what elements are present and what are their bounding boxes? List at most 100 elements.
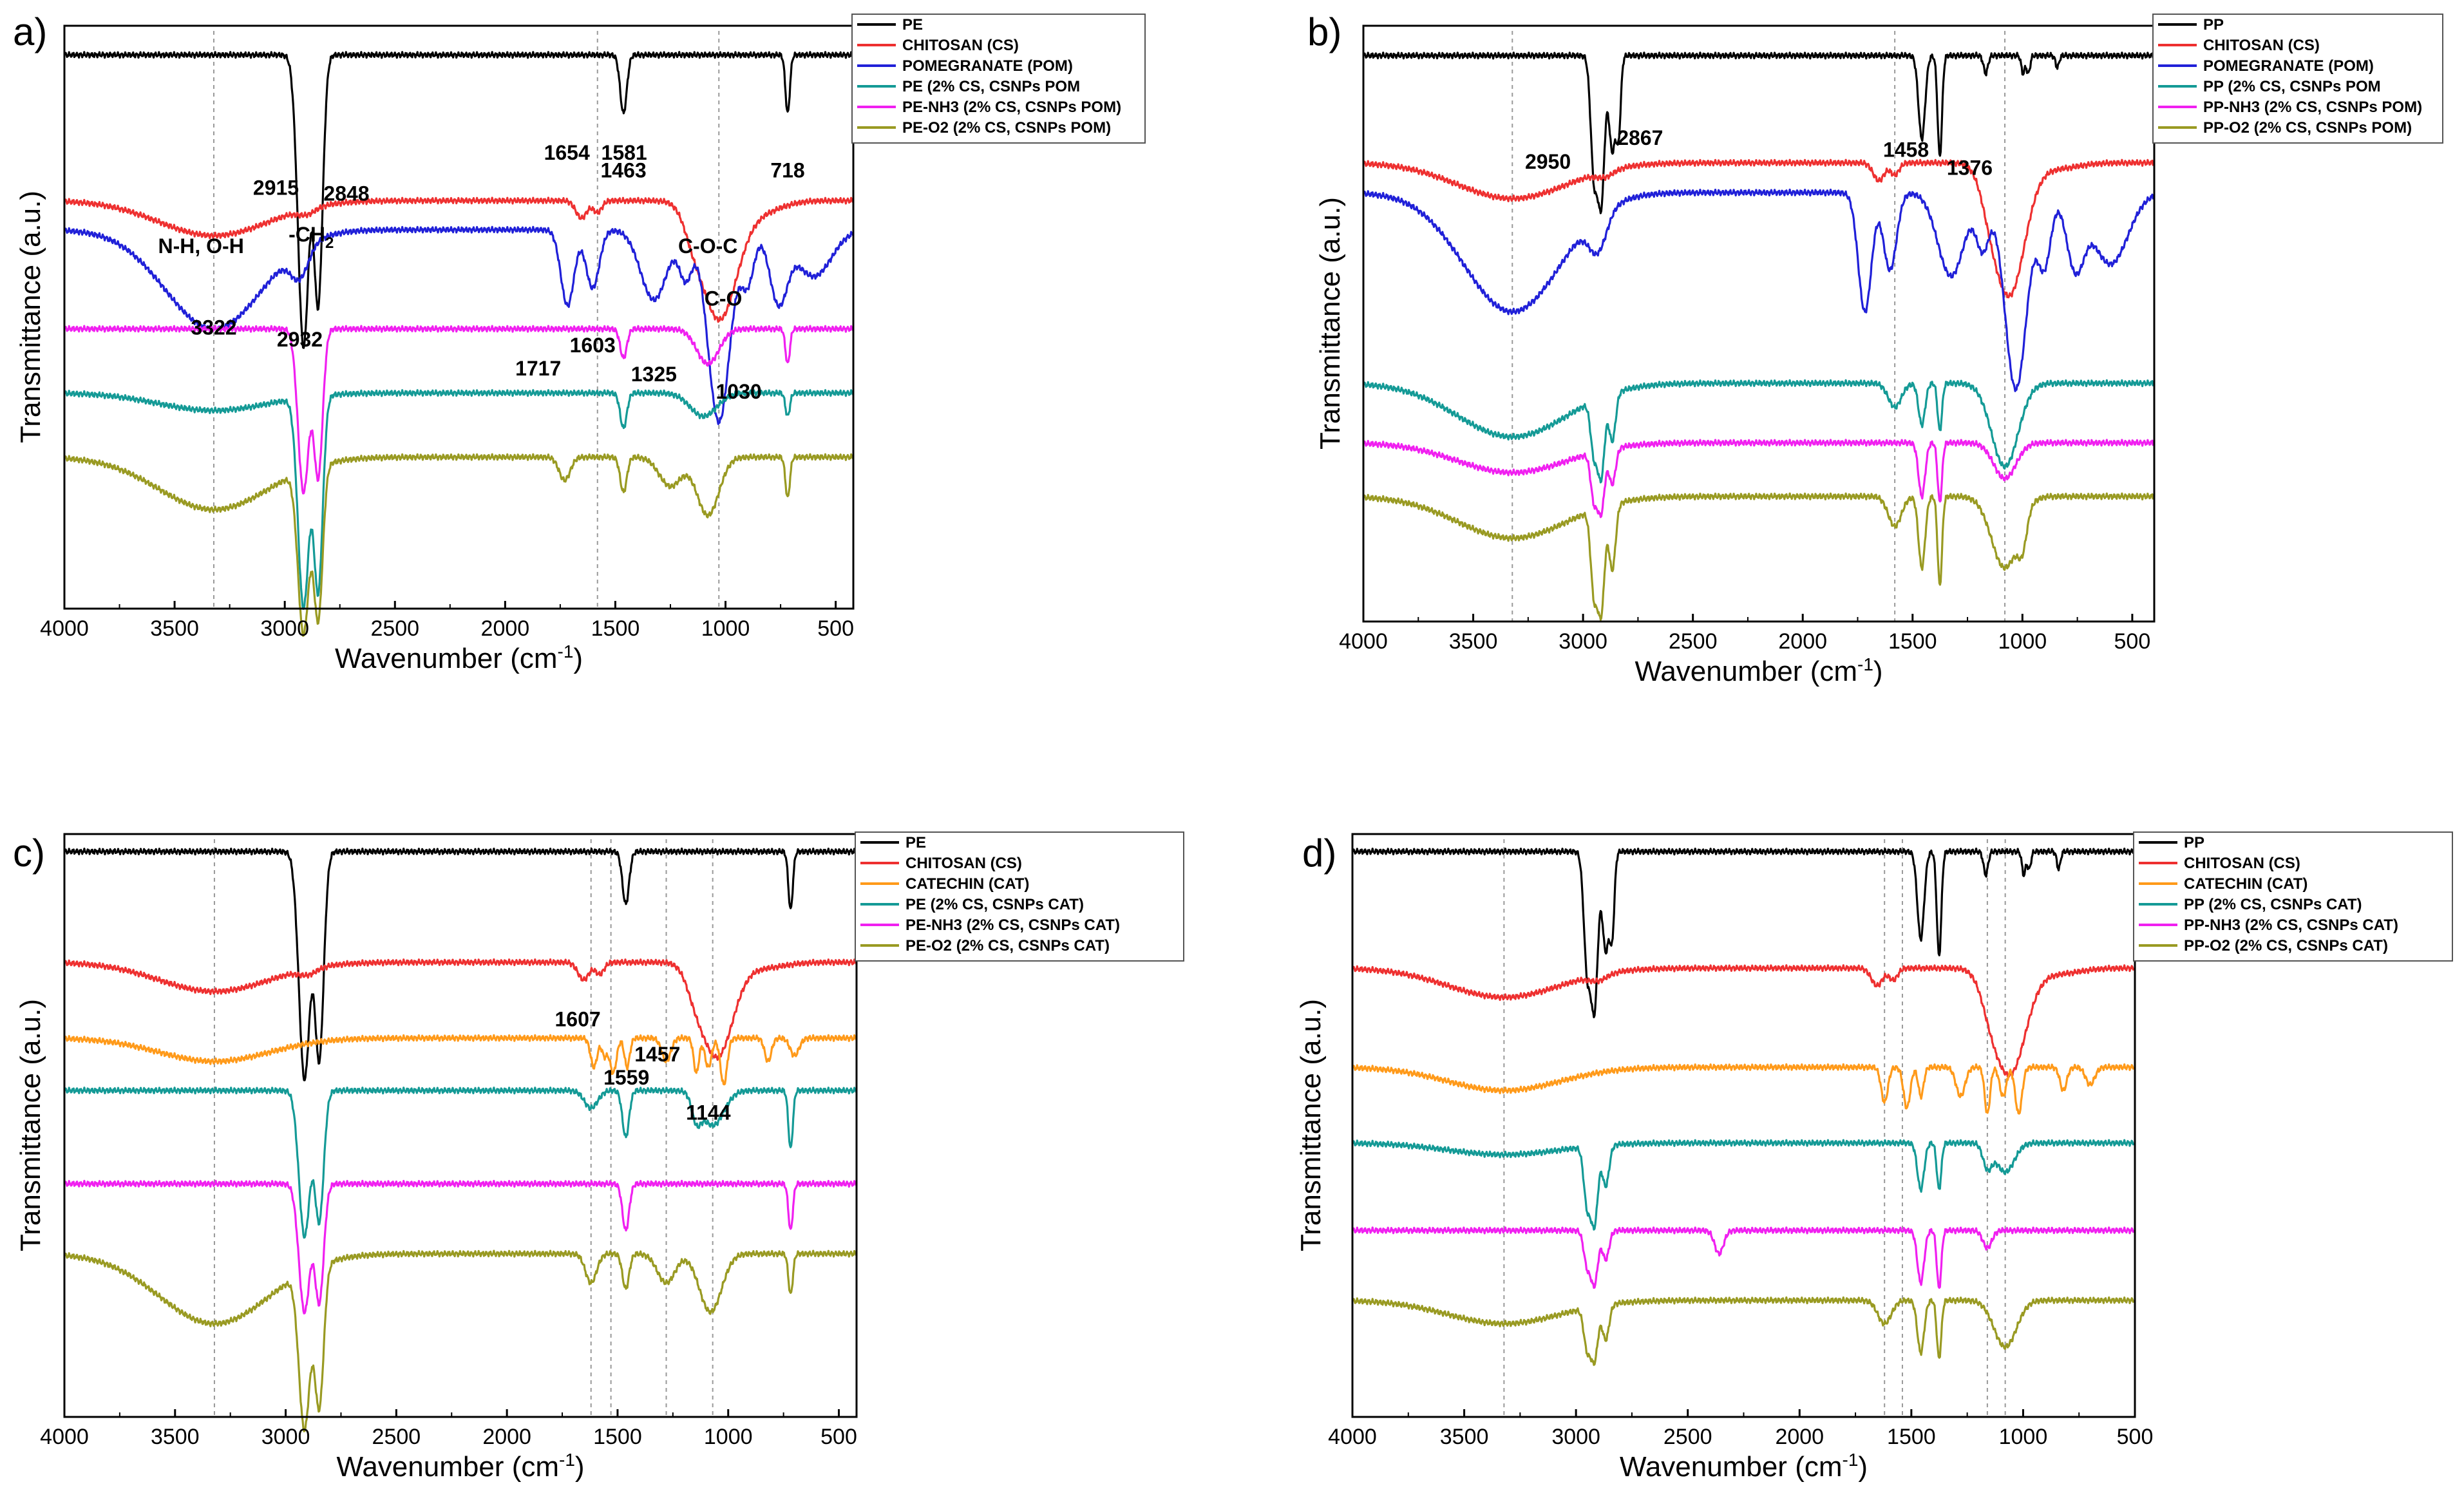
series-line [64, 1087, 858, 1239]
x-tick-label: 1000 [1999, 1425, 2048, 1449]
series-line [1363, 188, 2155, 392]
legend-label: PE [902, 16, 923, 33]
peak-annotation: 2950 [1525, 150, 1571, 173]
legend-label: PE-O2 (2% CS, CSNPs POM) [902, 119, 1111, 137]
peak-annotation: 2932 [277, 328, 323, 351]
x-tick-label: 2500 [370, 616, 419, 641]
legend-label: PE (2% CS, CSNPs CAT) [905, 896, 1084, 913]
legend-label: PE (2% CS, CSNPs POM [902, 78, 1080, 95]
x-tick-label: 500 [820, 1425, 857, 1449]
series-line [64, 1034, 858, 1086]
legend-label: CATECHIN (CAT) [905, 875, 1029, 893]
x-tick-label: 3500 [151, 1425, 200, 1449]
x-tick-label: 1000 [704, 1425, 753, 1449]
x-tick-label: 2500 [1669, 629, 1718, 654]
peak-annotation: 1325 [631, 363, 677, 386]
legend-label: PP [2184, 834, 2204, 851]
x-tick-label: 3000 [1559, 629, 1607, 654]
legend-label: CHITOSAN (CS) [902, 37, 1019, 54]
x-tick-label: 500 [817, 616, 854, 641]
series-line [1363, 51, 2155, 214]
series-line [64, 1249, 858, 1432]
x-tick-label: 3500 [1440, 1425, 1489, 1449]
x-tick-label: 1500 [1887, 1425, 1936, 1449]
series-line [1352, 1139, 2136, 1231]
legend-label: POMEGRANATE (POM) [2203, 57, 2374, 75]
legend-label: CHITOSAN (CS) [905, 855, 1022, 872]
series-line [64, 453, 855, 637]
legend: PE CHITOSAN (CS) POMEGRANATE (POM) PE (2% C… [851, 14, 1146, 144]
legend-label: PP-NH3 (2% CS, CSNPs POM) [2203, 99, 2422, 116]
legend-label: CATECHIN (CAT) [2184, 875, 2308, 893]
x-tick-label: 3000 [1551, 1425, 1600, 1449]
x-tick-label: 2000 [1778, 629, 1827, 654]
x-tick-label: 4000 [40, 616, 89, 641]
legend-label: PE-O2 (2% CS, CSNPs CAT) [905, 937, 1110, 954]
x-tick-label: 4000 [40, 1425, 89, 1449]
peak-annotation: 3322 [191, 316, 236, 339]
legend-label: POMEGRANATE (POM) [902, 57, 1073, 75]
peak-annotation: C-O-C [678, 234, 737, 258]
peak-annotation: N-H, O-H [158, 234, 243, 258]
peak-annotation: 1559 [603, 1066, 649, 1089]
plot-frame [63, 833, 858, 1418]
legend: PP CHITOSAN (CS) CATECHIN (CAT) PP (2% CS, … [2133, 831, 2453, 962]
series-line [1352, 1296, 2136, 1366]
peak-annotation: 1376 [1947, 156, 1993, 179]
x-tick-label: 1000 [1998, 629, 2047, 654]
legend-box [851, 14, 1146, 144]
peak-annotation: 1717 [515, 357, 561, 380]
legend-box [855, 831, 1184, 962]
peak-annotation: 1603 [570, 334, 616, 357]
chart-panel-b: b) 4000 3500 3000 2500 2000 1500 1000 500 Wavenum… [1307, 10, 2443, 687]
peak-annotation: C-O [705, 287, 743, 310]
series-line [1352, 1226, 2136, 1289]
x-tick-label: 3500 [1449, 629, 1498, 654]
panel-label: b) [1307, 10, 1341, 53]
legend-label: PP (2% CS, CSNPs CAT) [2184, 896, 2362, 913]
chart-panel-c: c) 4000 3500 3000 2500 2000 1500 1000 500 Wavenum… [13, 831, 1184, 1483]
series-line [64, 196, 855, 323]
legend: PE CHITOSAN (CS) CATECHIN (CAT) PE (2% CS, … [855, 831, 1184, 962]
plot-frame [63, 24, 855, 610]
chart-panel-d: d) 4000 3500 3000 2500 2000 1500 1000 500 Wavenum… [1295, 831, 2453, 1483]
y-axis-title: Transmittance (a.u.) [15, 999, 46, 1251]
x-tick-label: 3500 [150, 616, 199, 641]
legend-label: PP (2% CS, CSNPs POM [2203, 78, 2381, 95]
series-line [1363, 379, 2155, 484]
panel-label: a) [13, 10, 47, 53]
series-line [64, 1179, 858, 1315]
x-tick-label: 4000 [1339, 629, 1388, 654]
x-tick-label: 2000 [481, 616, 530, 641]
peak-annotation: 718 [770, 158, 804, 182]
peak-annotation: -CH2 [289, 223, 334, 252]
legend-box [2133, 831, 2453, 962]
panel-label: d) [1302, 831, 1336, 875]
legend-label: PP-NH3 (2% CS, CSNPs CAT) [2184, 916, 2398, 934]
legend-label: PP-O2 (2% CS, CSNPs CAT) [2184, 937, 2388, 954]
legend: PP CHITOSAN (CS) POMEGRANATE (POM) PP (2% C… [2152, 14, 2443, 144]
plot-frame [1351, 833, 2136, 1418]
legend-label: PP [2203, 16, 2224, 33]
series-line [1363, 158, 2155, 299]
x-tick-label: 500 [2117, 1425, 2154, 1449]
x-tick-label: 2000 [482, 1425, 531, 1449]
legend-label: PE-NH3 (2% CS, CSNPs CAT) [905, 916, 1120, 934]
x-tick-label: 4000 [1328, 1425, 1377, 1449]
peak-annotation: 2848 [323, 182, 369, 205]
series-line [64, 958, 858, 1061]
x-tick-label: 3000 [261, 1425, 310, 1449]
series-line [64, 225, 855, 426]
x-tick-label: 1500 [1888, 629, 1937, 654]
peak-annotation: 1030 [716, 380, 761, 403]
series-line [1363, 439, 2155, 518]
peak-annotation: 2915 [253, 176, 299, 199]
y-axis-title: Transmittance (a.u.) [1295, 999, 1327, 1251]
x-axis-title: Wavenumber (cm-1) [335, 641, 583, 674]
legend-label: CHITOSAN (CS) [2203, 37, 2320, 54]
series-line [64, 847, 858, 1081]
x-tick-label: 2000 [1775, 1425, 1824, 1449]
y-axis-title: Transmittance (a.u.) [15, 191, 46, 443]
legend-label: PP-O2 (2% CS, CSNPs POM) [2203, 119, 2412, 137]
